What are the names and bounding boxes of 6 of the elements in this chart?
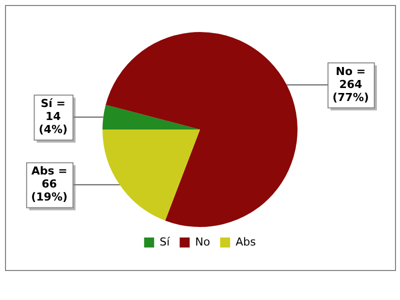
legend-label: Abs: [236, 235, 256, 248]
data-label: Sí = 14 (4%): [38, 96, 68, 136]
data-label: No = 264 (77%): [332, 64, 369, 104]
data-label: Abs = 66 (19%): [31, 164, 68, 204]
legend-label: Sí: [160, 235, 171, 248]
legend-label: No: [195, 235, 210, 248]
